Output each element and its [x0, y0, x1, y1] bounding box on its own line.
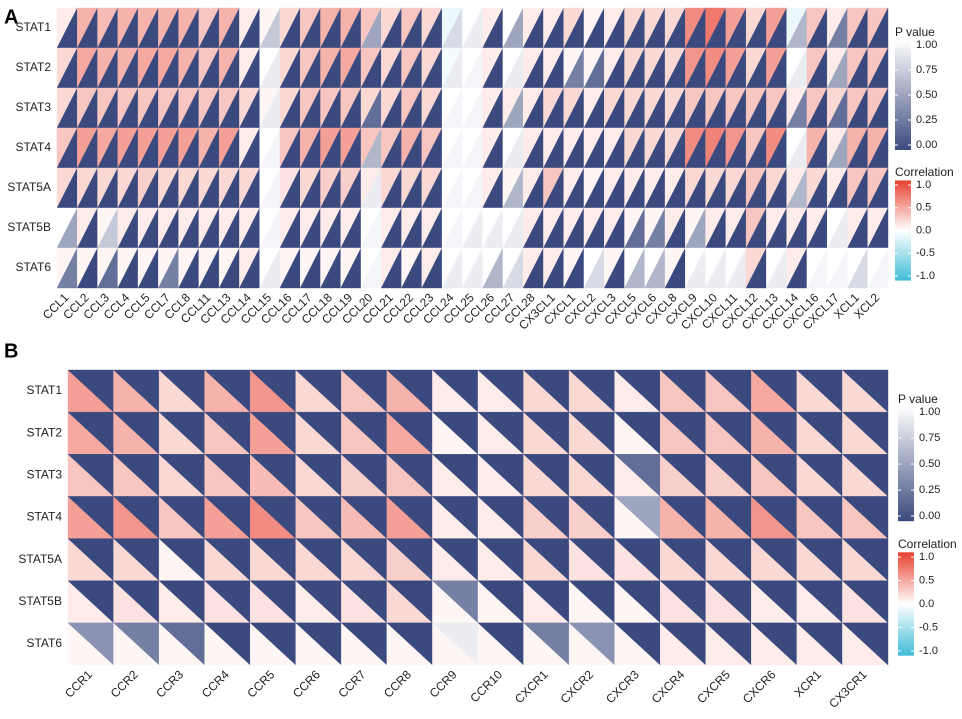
- legend-tick-label: 0.50: [916, 89, 937, 101]
- column-label: CCR2: [108, 667, 141, 700]
- p-value-cell: [841, 538, 889, 582]
- legend-tick-label: 0.25: [916, 114, 937, 126]
- row-label: STAT6: [26, 636, 62, 650]
- legend-colorbar: [898, 406, 914, 522]
- p-value-cell: [841, 369, 889, 413]
- p-value-cell: [841, 496, 889, 540]
- legend-tick-label: 1.00: [916, 39, 937, 51]
- panel-label: A: [4, 6, 18, 28]
- legend-tick-label: 0.5: [919, 574, 934, 586]
- row-label: STAT3: [26, 468, 62, 482]
- column-label: CCR4: [199, 667, 232, 700]
- legend-tick-label: 0.5: [916, 202, 931, 214]
- legend-tick-label: 0.25: [919, 484, 940, 496]
- row-label: STAT6: [15, 260, 51, 274]
- legend-tick-label: 0.75: [916, 64, 937, 76]
- column-label: CCR8: [381, 667, 414, 700]
- legend-tick-label: 0.50: [919, 458, 940, 470]
- column-label: CCR9: [427, 667, 460, 700]
- legend-tick-label: 0.0: [919, 598, 934, 610]
- row-label: STAT3: [15, 100, 51, 114]
- p-value-cell: [867, 247, 889, 289]
- column-label: CCR3: [153, 667, 186, 700]
- row-label: STAT5B: [7, 220, 51, 234]
- row-label: STAT2: [15, 60, 51, 74]
- panel-label: B: [4, 340, 18, 362]
- legend-tick-label: 0.00: [916, 139, 937, 151]
- column-label: CCR6: [290, 667, 323, 700]
- row-label: STAT1: [26, 383, 62, 397]
- column-label: CCR7: [335, 667, 368, 700]
- legend-colorbar: [895, 180, 911, 281]
- column-label: CCR10: [467, 667, 505, 705]
- legend-tick-label: -1.0: [916, 270, 935, 282]
- legend-colorbar: [895, 40, 911, 150]
- legend-title: P value: [895, 25, 935, 39]
- legend-tick-label: 1.00: [919, 406, 940, 418]
- legend-tick-label: 0.0: [916, 224, 931, 236]
- legend-tick-label: -0.5: [919, 621, 938, 633]
- legend-title: P value: [898, 392, 938, 406]
- legend-title: Correlation: [895, 165, 954, 179]
- row-label: STAT4: [15, 140, 51, 154]
- column-label: CCR1: [62, 667, 95, 700]
- column-label: CXCR1: [512, 667, 551, 706]
- column-label: CX3CR1: [826, 667, 870, 711]
- legend-tick-label: -0.5: [916, 247, 935, 259]
- legend-title: Correlation: [898, 537, 957, 551]
- column-label: CXCR6: [740, 667, 779, 706]
- p-value-cell: [841, 411, 889, 455]
- legend-tick-label: 0.75: [919, 432, 940, 444]
- column-label: XCR1: [791, 667, 824, 700]
- p-value-cell: [841, 580, 889, 624]
- row-label: STAT1: [15, 20, 51, 34]
- legend-tick-label: 1.0: [916, 179, 931, 191]
- legend-tick-label: 1.0: [919, 551, 934, 563]
- row-label: STAT2: [26, 425, 62, 439]
- legend-tick-label: 0.00: [919, 510, 940, 522]
- column-label: CCR5: [244, 667, 277, 700]
- column-label: CXCR2: [558, 667, 597, 706]
- legend-colorbar: [898, 552, 914, 656]
- row-label: STAT5B: [18, 594, 62, 608]
- legend-tick-label: -1.0: [919, 645, 938, 657]
- row-label: STAT5A: [7, 180, 51, 194]
- p-value-cell: [841, 622, 889, 666]
- row-label: STAT5A: [18, 552, 62, 566]
- column-label: CXCR4: [649, 667, 688, 706]
- column-label: CXCR5: [694, 667, 733, 706]
- row-label: STAT4: [26, 510, 62, 524]
- p-value-cell: [841, 454, 889, 497]
- column-label: CXCR3: [603, 667, 642, 706]
